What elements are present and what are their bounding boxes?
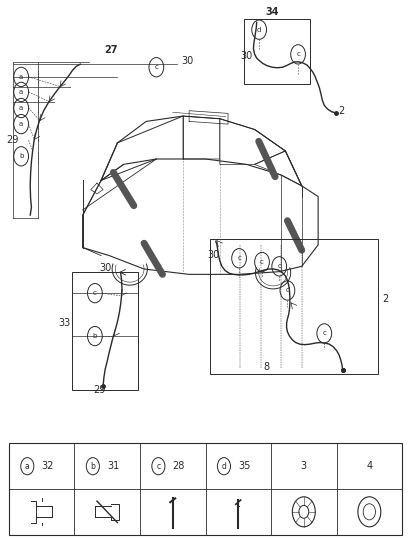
Text: a: a (25, 462, 30, 471)
Text: 34: 34 (266, 8, 279, 18)
Text: c: c (237, 255, 241, 261)
Text: d: d (285, 287, 290, 293)
Text: 31: 31 (107, 461, 120, 471)
Bar (245, 19, 310, 84)
Text: 3: 3 (301, 461, 307, 471)
Text: 27: 27 (104, 45, 118, 55)
Text: 33: 33 (58, 317, 70, 328)
Text: c: c (260, 259, 264, 265)
Text: c: c (155, 64, 158, 70)
Text: 29: 29 (93, 385, 105, 395)
Text: d: d (257, 27, 261, 33)
Bar (9, 443, 402, 535)
Text: b: b (93, 333, 97, 339)
Text: c: c (277, 263, 281, 270)
Text: c: c (296, 51, 300, 58)
Text: c: c (322, 330, 326, 336)
Text: c: c (156, 462, 160, 471)
Text: b: b (19, 153, 23, 159)
Text: a: a (19, 121, 23, 127)
Text: 8: 8 (263, 362, 269, 372)
Text: a: a (19, 89, 23, 95)
Text: a: a (19, 74, 23, 80)
Text: 4: 4 (366, 461, 372, 471)
Text: 28: 28 (173, 461, 185, 471)
Bar (210, 239, 378, 373)
Text: 35: 35 (238, 461, 251, 471)
Text: 32: 32 (42, 461, 54, 471)
Text: 2: 2 (338, 106, 344, 116)
Bar (72, 272, 138, 390)
Text: d: d (222, 462, 226, 471)
Text: 29: 29 (6, 135, 18, 145)
Text: 30: 30 (181, 56, 193, 66)
Text: a: a (19, 105, 23, 111)
Text: c: c (93, 290, 97, 296)
Text: b: b (90, 462, 95, 471)
Text: 30: 30 (99, 263, 111, 273)
Text: 30: 30 (240, 51, 253, 61)
Text: 2: 2 (383, 294, 389, 303)
Text: 30: 30 (208, 250, 220, 259)
